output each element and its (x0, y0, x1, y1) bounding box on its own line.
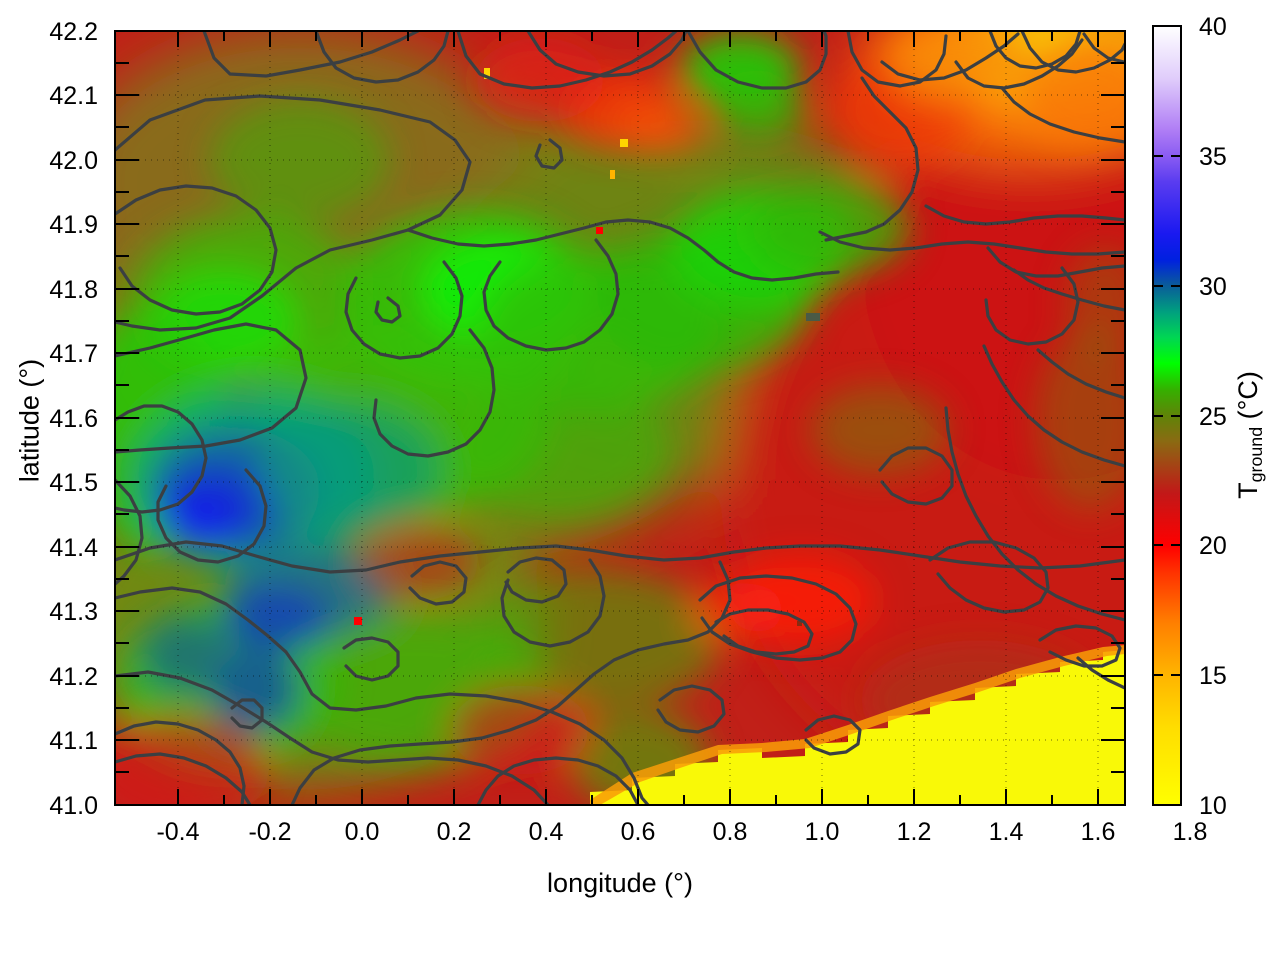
artifact-pixel (797, 621, 802, 626)
y-tick-label-42.0: 42.0 (49, 147, 98, 175)
colorbar-title-subscript: ground (1245, 426, 1266, 483)
y-tick-label-41.6: 41.6 (49, 405, 98, 433)
x-tick-label-1.2: 1.2 (896, 818, 932, 846)
colorbar-title-unit: (°C) (1233, 371, 1264, 427)
x-axis-ticks (177, 31, 1099, 805)
y-axis-ticks (115, 62, 1125, 806)
sea-mask-region (590, 650, 1125, 805)
colorbar (1152, 25, 1182, 806)
artifact-pixel (620, 139, 628, 147)
colorbar-tick-label-10: 10 (1199, 792, 1227, 820)
x-tick-label-1.4: 1.4 (988, 818, 1024, 846)
y-tick-label-41.9: 41.9 (49, 211, 98, 239)
y-tick-label-41.3: 41.3 (49, 598, 98, 626)
artifact-pixel (610, 170, 615, 179)
x-tick-label--0.4: -0.4 (156, 818, 200, 846)
artifact-pixel (806, 313, 820, 321)
coast-fringe (590, 645, 1125, 805)
y-tick-label-41.0: 41.0 (49, 792, 98, 820)
y-tick-label-42.2: 42.2 (49, 18, 98, 46)
y-tick-label-41.5: 41.5 (49, 469, 98, 497)
x-tick-label-1.0: 1.0 (804, 818, 840, 846)
y-tick-label-42.1: 42.1 (49, 82, 98, 110)
x-tick-label--0.2: -0.2 (248, 818, 292, 846)
colorbar-tick-label-20: 20 (1199, 532, 1227, 560)
x-tick-label-0.2: 0.2 (436, 818, 472, 846)
y-tick-label-41.8: 41.8 (49, 276, 98, 304)
colorbar-tick-label-40: 40 (1199, 13, 1227, 41)
y-axis-title: latitude (°) (14, 358, 45, 483)
colorbar-tick-label-15: 15 (1199, 662, 1227, 690)
colorbar-ticks (1153, 25, 1181, 806)
contour-lines (115, 31, 1125, 805)
colorbar-tick-label-30: 30 (1199, 273, 1227, 301)
artifact-pixel (596, 227, 603, 234)
y-tick-label-41.2: 41.2 (49, 663, 98, 691)
x-tick-label-0.6: 0.6 (620, 818, 656, 846)
y-tick-label-41.4: 41.4 (49, 534, 98, 562)
y-tick-label-41.7: 41.7 (49, 340, 98, 368)
x-axis-title: longitude (°) (547, 868, 693, 898)
x-tick-label-1.8: 1.8 (1172, 818, 1208, 846)
colorbar-title-main: T (1233, 482, 1264, 499)
colorbar-tick-label-35: 35 (1199, 143, 1227, 171)
artifact-pixel (484, 68, 490, 79)
colorbar-tick-label-25: 25 (1199, 403, 1227, 431)
artifact-pixel (354, 617, 362, 625)
colorbar-title: Tground (°C) (1233, 320, 1267, 550)
temperature-field (115, 31, 1125, 805)
x-tick-label-1.6: 1.6 (1080, 818, 1116, 846)
x-tick-label-0.4: 0.4 (528, 818, 564, 846)
y-tick-label-41.1: 41.1 (49, 727, 98, 755)
x-tick-label-0.0: 0.0 (344, 818, 380, 846)
x-tick-label-0.8: 0.8 (712, 818, 748, 846)
